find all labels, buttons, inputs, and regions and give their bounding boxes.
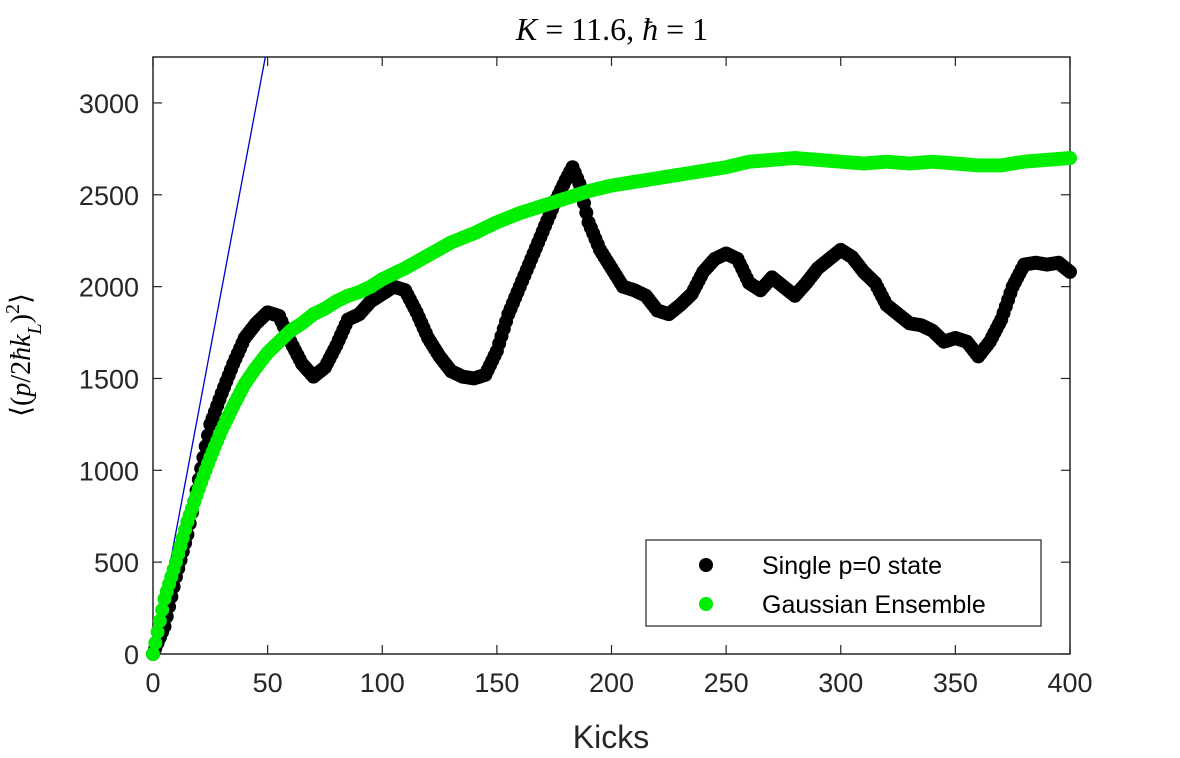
chart-title: K = 11.6, ħ = 1 [515,11,708,47]
x-tick-label: 200 [589,668,634,698]
x-tick-label: 100 [360,668,405,698]
legend-marker-gaussian [699,597,713,611]
series-1 [146,151,1077,661]
x-tick-label: 350 [933,668,978,698]
x-tick-label: 150 [474,668,519,698]
legend-label-single: Single p=0 state [762,552,942,580]
series-layer [146,151,1077,661]
x-tick-label: 400 [1047,668,1092,698]
x-tick-label: 300 [818,668,863,698]
y-tick-label: 3000 [79,89,139,119]
x-tick-label: 0 [145,668,160,698]
legend-marker-single [699,558,713,572]
y-tick-label: 2500 [79,181,139,211]
x-axis-label: Kicks [573,719,649,755]
x-tick-label: 50 [253,668,283,698]
y-tick-label: 1000 [79,456,139,486]
y-axis-label: ⟨(p/2ħkL)2⟩ [2,293,46,417]
y-tick-label: 0 [124,640,139,670]
legend-box [645,539,1042,627]
data-point [1063,264,1077,279]
x-tick-label: 250 [704,668,749,698]
data-point [1063,151,1077,166]
series-0 [146,160,1077,661]
y-tick-label: 500 [94,548,139,578]
data-point [146,647,160,661]
tick-labels: 0 50 100 150 200 250 300 350 400 0 500 1000 1500 2000… [79,89,1093,698]
y-tick-label: 1500 [79,364,139,394]
y-tick-label: 2000 [79,273,139,303]
data-point [152,613,167,628]
legend-label-gaussian: Gaussian Ensemble [762,591,986,619]
legend: Single p=0 state Gaussian Ensemble [645,539,1042,627]
data-point [155,602,170,617]
data-point [150,624,165,639]
data-point [148,635,163,650]
